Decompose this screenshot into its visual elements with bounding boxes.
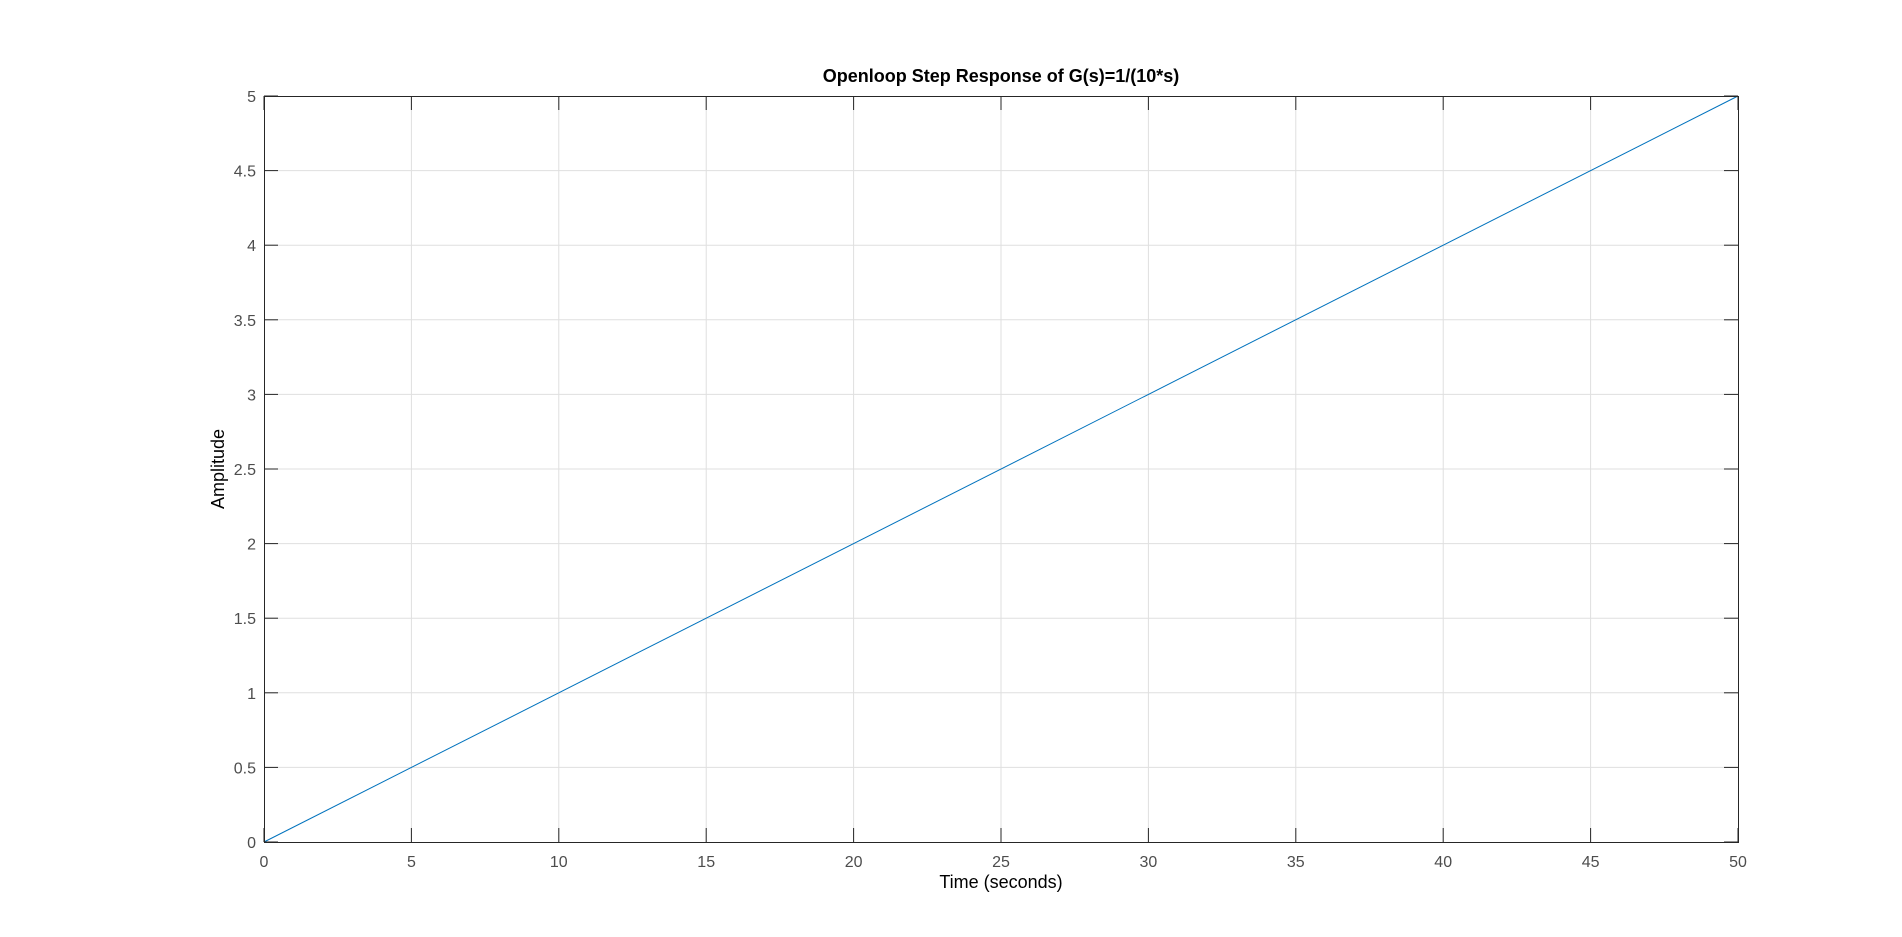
- x-tick-label: 0: [260, 854, 269, 871]
- y-tick-label: 4: [247, 238, 256, 255]
- x-tick-label: 10: [550, 854, 568, 871]
- x-tick-label: 20: [845, 854, 863, 871]
- x-tick-labels: 0 5 10 15 20 25 30 35 40 45 50: [260, 854, 1747, 871]
- x-tick-label: 35: [1287, 854, 1305, 871]
- x-tick-label: 50: [1729, 854, 1747, 871]
- plot-area: 0 5 10 15 20 25 30 35 40 45 50 0 0.5 1 1.5 2 2.5 3 3.5 4 4.…: [234, 89, 1747, 871]
- y-tick-label: 4.5: [234, 164, 256, 181]
- chart-title: Openloop Step Response of G(s)=1/(10*s): [823, 66, 1180, 86]
- y-tick-label: 5: [247, 89, 256, 106]
- x-tick-label: 25: [992, 854, 1010, 871]
- series-line: [263, 95, 1739, 843]
- x-tick-label: 5: [407, 854, 416, 871]
- grid-lines: [264, 96, 1738, 842]
- y-tick-label: 0: [247, 835, 256, 852]
- x-tick-label: 45: [1582, 854, 1600, 871]
- y-tick-label: 3.5: [234, 313, 256, 330]
- y-tick-label: 1: [247, 686, 256, 703]
- y-tick-label: 2.5: [234, 462, 256, 479]
- y-tick-label: 2: [247, 537, 256, 554]
- y-axis-label: Amplitude: [208, 429, 228, 509]
- x-axis-label: Time (seconds): [939, 872, 1062, 892]
- y-tick-labels: 0 0.5 1 1.5 2 2.5 3 3.5 4 4.5 5: [234, 89, 256, 852]
- x-tick-label: 30: [1140, 854, 1158, 871]
- x-tick-label: 15: [697, 854, 715, 871]
- series-layer: [263, 95, 1739, 843]
- y-tick-label: 0.5: [234, 760, 256, 777]
- y-tick-label: 1.5: [234, 611, 256, 628]
- tick-marks: [263, 95, 1739, 843]
- x-tick-label: 40: [1434, 854, 1452, 871]
- y-tick-label: 3: [247, 387, 256, 404]
